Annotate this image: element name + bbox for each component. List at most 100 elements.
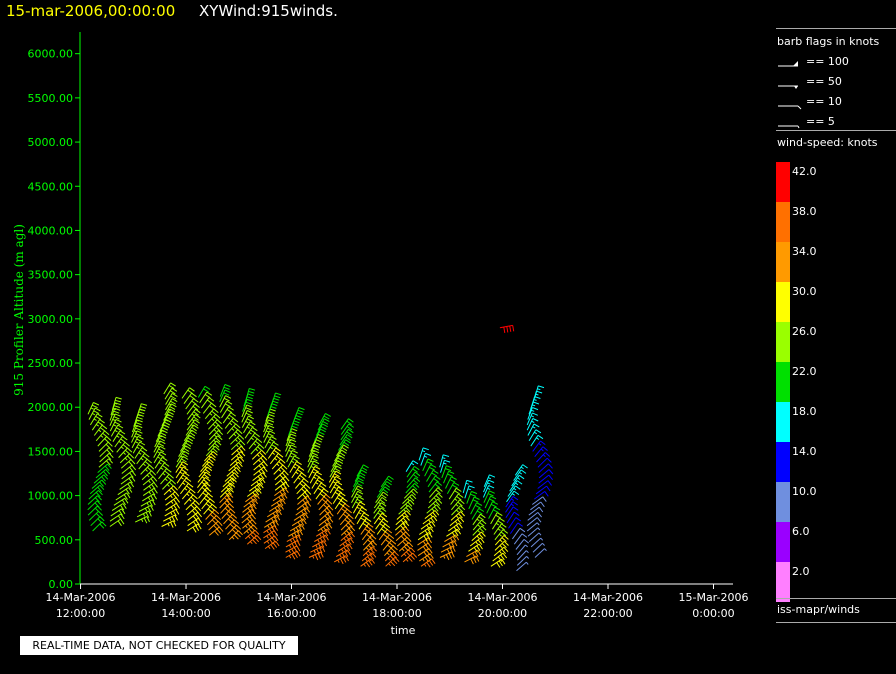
- barb-legend-5-label: == 5: [806, 115, 835, 128]
- wind-barb: [265, 514, 281, 524]
- wind-barb: [159, 419, 172, 432]
- wind-barb: [351, 480, 364, 493]
- y-tick-label: 6000.00: [28, 48, 74, 61]
- wind-barb: [339, 434, 353, 446]
- wind-barb: [181, 434, 195, 447]
- wind-barb: [205, 445, 220, 457]
- wind-barb: [464, 555, 480, 565]
- wind-barb: [506, 490, 520, 503]
- colorbar-label: 30.0: [792, 285, 817, 298]
- wind-barb: [307, 455, 319, 468]
- wind-barb: [318, 517, 334, 527]
- wind-barb: [418, 447, 429, 461]
- wind-barb: [109, 407, 121, 421]
- wind-barb: [440, 459, 451, 473]
- wind-barb: [538, 469, 554, 479]
- wind-barb: [90, 516, 105, 527]
- wind-barb: [356, 512, 370, 525]
- wind-barb: [285, 444, 297, 457]
- wind-barb: [91, 419, 105, 431]
- colorbar-label: 34.0: [792, 245, 817, 258]
- x-tick-date: 14-Mar-2006: [573, 591, 643, 604]
- wind-barb: [110, 508, 126, 517]
- wind-barb: [468, 543, 483, 553]
- wind-barb: [183, 429, 197, 442]
- wind-barb: [131, 435, 144, 449]
- wind-barb: [267, 509, 282, 519]
- wind-barb: [265, 441, 279, 454]
- wind-barb: [315, 528, 331, 538]
- wind-barb: [493, 523, 507, 535]
- wind-barb: [252, 472, 267, 482]
- wind-barb: [165, 502, 181, 512]
- wind-barb: [360, 523, 374, 535]
- wind-barb: [242, 519, 257, 529]
- wind-barb: [274, 476, 290, 486]
- wind-barb: [488, 506, 501, 519]
- wind-barb: [297, 495, 312, 505]
- wind-barb: [532, 542, 545, 553]
- wind-barb: [509, 522, 523, 534]
- wind-barb: [87, 402, 100, 415]
- wind-barb: [98, 441, 113, 452]
- wind-barb: [262, 424, 275, 438]
- wind-barb: [267, 447, 281, 459]
- x-tick-date: 15-Mar-2006: [678, 591, 748, 604]
- wind-barb: [161, 520, 177, 528]
- wind-barb: [426, 469, 439, 482]
- wind-barb: [527, 512, 542, 521]
- wind-barb: [354, 506, 368, 519]
- wind-barb: [439, 551, 455, 561]
- wind-barb: [484, 495, 497, 509]
- wind-barb: [293, 407, 305, 420]
- wind-barb: [243, 524, 258, 534]
- wind-barb: [319, 505, 334, 516]
- wind-barb: [417, 537, 433, 547]
- wind-barb: [208, 526, 224, 536]
- wind-barb: [164, 387, 178, 400]
- y-tick-label: 1500.00: [28, 445, 74, 458]
- wind-barb: [131, 430, 143, 443]
- wind-barb: [287, 455, 300, 468]
- wind-barb: [160, 473, 174, 485]
- wind-barb: [462, 479, 473, 494]
- wind-barb: [471, 531, 486, 542]
- wind-barb: [154, 456, 168, 469]
- wind-barb: [313, 482, 327, 495]
- wind-barb: [198, 487, 212, 499]
- wind-barb: [119, 453, 135, 464]
- wind-barb: [134, 447, 148, 459]
- wind-barb: [97, 463, 112, 473]
- wind-barb: [419, 526, 434, 536]
- wind-barb: [424, 510, 440, 519]
- wind-barb: [226, 467, 241, 477]
- x-tick-time: 18:00:00: [372, 607, 421, 620]
- y-axis-title: 915 Profiler Altitude (m agl): [12, 224, 26, 396]
- wind-barb: [246, 432, 260, 444]
- wind-barb: [314, 428, 326, 442]
- wind-barb: [361, 529, 376, 541]
- wind-barb: [315, 488, 329, 500]
- wind-barb: [442, 540, 458, 550]
- wind-barb: [293, 512, 309, 522]
- wind-barb: [530, 537, 544, 548]
- wind-barb: [269, 503, 284, 513]
- wind-barb: [208, 435, 223, 446]
- y-tick-label: 2000.00: [28, 401, 74, 414]
- wind-barb: [295, 478, 309, 489]
- wind-barb: [224, 472, 239, 482]
- wind-barb: [336, 444, 349, 457]
- wind-barb: [186, 506, 202, 516]
- wind-barb: [231, 445, 246, 456]
- wind-barb: [382, 540, 397, 551]
- wind-barb: [422, 515, 438, 525]
- wind-barb: [115, 492, 131, 501]
- wind-barb: [208, 424, 223, 435]
- wind-barb: [241, 415, 254, 428]
- colorbar-swatch: [776, 202, 790, 242]
- y-tick-label: 3500.00: [28, 269, 74, 282]
- wind-barb: [532, 496, 547, 505]
- wind-barb: [493, 546, 509, 557]
- quality-notice: REAL-TIME DATA, NOT CHECKED FOR QUALITY: [20, 636, 298, 655]
- colorbar-label: 26.0: [792, 325, 817, 338]
